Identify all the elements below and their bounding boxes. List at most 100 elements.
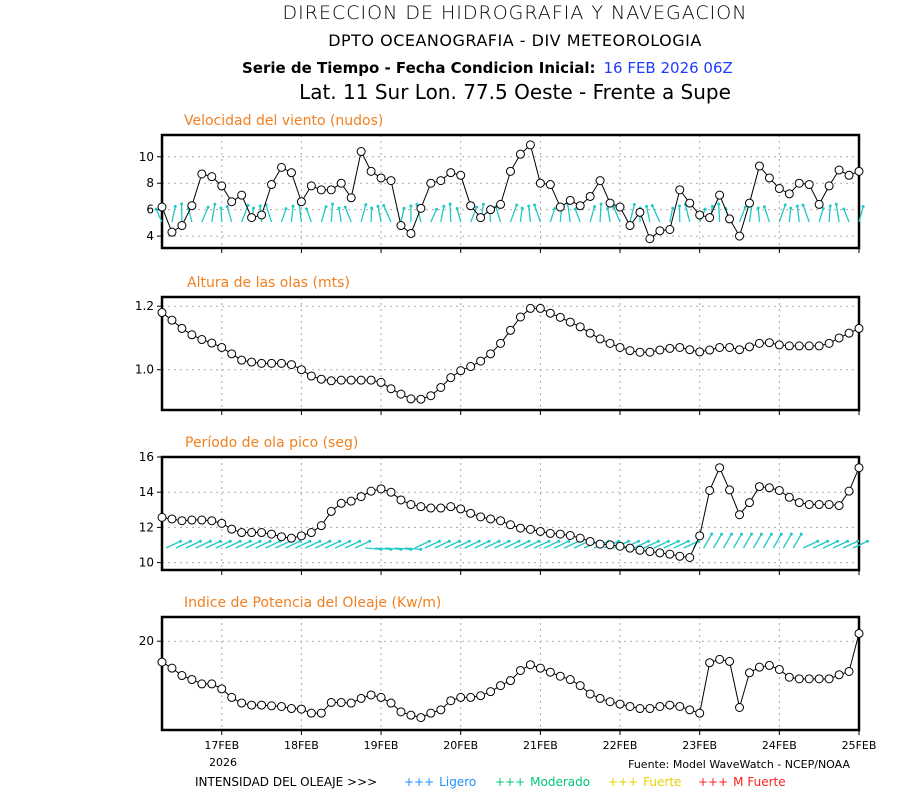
arrow-head [343, 205, 347, 209]
data-point [605, 540, 615, 550]
data-point [725, 485, 735, 495]
arrow-head [437, 539, 441, 543]
arrow-head [645, 204, 649, 208]
data-point [296, 704, 306, 714]
data-point [237, 190, 247, 200]
data-point [565, 195, 575, 205]
data-point [326, 697, 336, 707]
data-point [824, 674, 834, 684]
y-tick-label: 16 [139, 450, 154, 464]
data-point [456, 170, 466, 180]
wave-direction-arrow [802, 540, 818, 549]
wind-direction-arrow [226, 206, 233, 223]
data-point [515, 149, 525, 159]
wind-direction-arrow [607, 208, 611, 223]
arrow-head [557, 539, 561, 543]
panel-title: Período de ola pico (seg) [185, 435, 358, 451]
data-point [496, 681, 506, 691]
data-point [247, 357, 257, 367]
data-point [794, 498, 804, 508]
data-point [695, 210, 705, 220]
wind-direction-arrow [858, 206, 864, 223]
data-point [416, 502, 426, 512]
data-point [784, 492, 794, 502]
year-label: 2026 [209, 756, 237, 769]
data-point [635, 207, 645, 217]
data-point [426, 178, 436, 188]
wind-direction-arrow [599, 203, 602, 223]
data-point [695, 347, 705, 357]
data-point [605, 338, 615, 348]
data-point [555, 671, 565, 681]
data-point [446, 502, 456, 512]
data-point [286, 533, 296, 543]
y-tick-label: 1.2 [135, 299, 154, 313]
data-point [237, 528, 247, 538]
wind-direction-arrow [574, 208, 581, 223]
arrow-head [656, 539, 660, 543]
x-tick-label: 22FEB [603, 739, 638, 752]
data-point [306, 181, 316, 191]
wave-direction-arrow [722, 533, 733, 549]
wave-direction-arrow [494, 540, 510, 549]
data-point [356, 147, 366, 157]
data-point [476, 356, 486, 366]
wave-direction-arrow [464, 540, 480, 549]
series-line [161, 466, 860, 559]
wave-direction-arrow [185, 540, 201, 549]
legend-label: Ligero [439, 775, 476, 789]
arrow-head [821, 207, 825, 211]
arrow-head [515, 203, 519, 207]
data-point [376, 692, 386, 702]
wind-direction-arrow [818, 208, 824, 223]
wave-direction-arrow [772, 533, 782, 549]
data-point [217, 342, 227, 352]
data-point [406, 228, 416, 238]
data-point [157, 512, 167, 522]
data-point [685, 705, 695, 715]
arrow-head [686, 539, 690, 543]
data-point [834, 670, 844, 680]
wave-direction-arrow [653, 540, 669, 549]
arrow-head [671, 206, 675, 210]
data-point [615, 342, 625, 352]
data-point [854, 628, 864, 638]
wind-direction-arrow [338, 208, 342, 223]
wind-direction-arrow [528, 206, 532, 223]
data-point [416, 394, 426, 404]
wave-direction-arrow [375, 547, 392, 551]
arrow-head [246, 203, 250, 207]
data-point [157, 657, 167, 667]
series-line [161, 143, 860, 240]
wave-direction-arrow [414, 540, 430, 549]
data-point [744, 498, 754, 508]
data-point [406, 710, 416, 720]
data-point [854, 323, 864, 333]
arrow-head [527, 539, 531, 543]
header-title: DIRECCION DE HIDROGRAFIA Y NAVEGACION [283, 2, 748, 24]
legend-marker: +++ [495, 775, 525, 789]
data-point [177, 671, 187, 681]
data-point [854, 463, 864, 473]
data-point [575, 322, 585, 332]
data-point [725, 656, 735, 666]
arrow-head [749, 532, 753, 536]
wave-direction-arrow [563, 540, 580, 549]
data-point [764, 338, 774, 348]
arrow-head [573, 207, 577, 211]
x-tick-label: 25FEB [842, 739, 877, 752]
data-point [525, 524, 535, 534]
arrow-head [238, 539, 242, 543]
wind-direction-arrow [344, 206, 352, 223]
data-point [665, 224, 675, 234]
data-point [844, 666, 854, 676]
arrow-head [258, 539, 262, 543]
x-tick-label: 21FEB [523, 739, 558, 752]
data-point [346, 496, 356, 506]
arrow-head [368, 539, 372, 543]
arrow-head [517, 539, 521, 543]
data-point [326, 506, 336, 516]
arrow-head [402, 206, 406, 210]
wind-direction-arrow [155, 209, 163, 223]
wave-direction-arrow [713, 533, 723, 549]
